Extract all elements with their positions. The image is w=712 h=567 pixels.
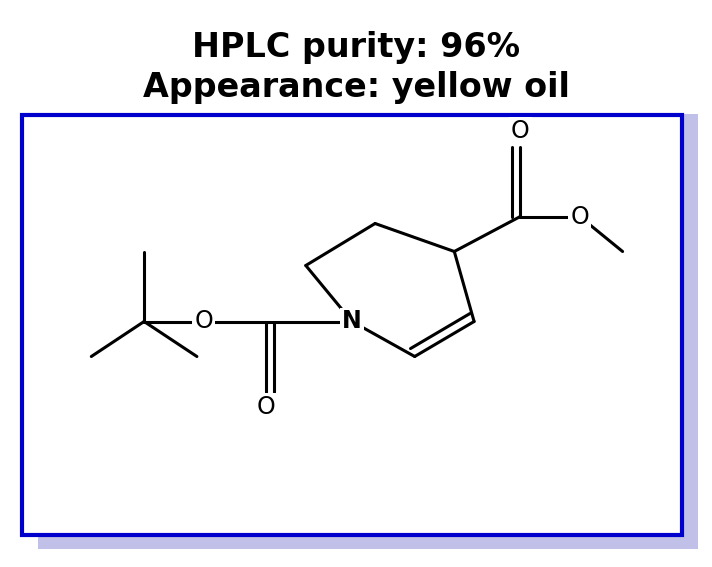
Bar [22, 115, 682, 535]
Bar [38, 114, 698, 549]
Text: HPLC purity: 96%: HPLC purity: 96% [192, 31, 520, 64]
Text: Appearance: yellow oil: Appearance: yellow oil [142, 70, 570, 104]
